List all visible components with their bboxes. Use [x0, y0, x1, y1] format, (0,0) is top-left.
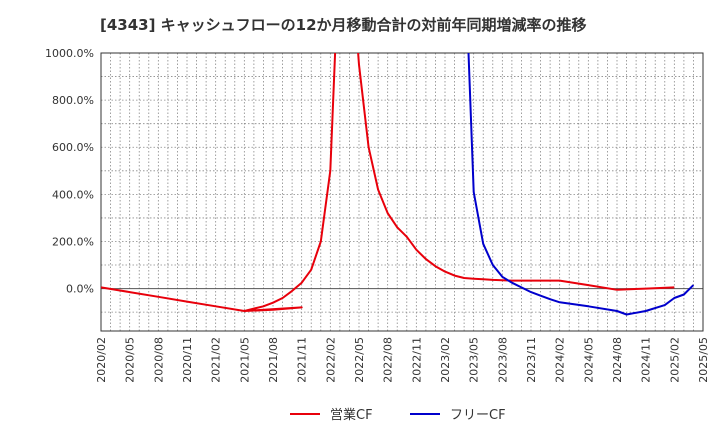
x-tick-label: 2020/08	[152, 337, 165, 383]
x-tick-label: 2023/08	[496, 337, 509, 383]
x-tick-label: 2020/02	[95, 337, 108, 383]
x-tick-label: 2025/02	[668, 337, 681, 383]
y-tick-label: 600.0%	[52, 141, 94, 154]
x-tick-label: 2023/11	[525, 337, 538, 383]
x-tick-label: 2022/02	[324, 337, 337, 383]
series-line	[467, 53, 695, 316]
x-tick-label: 2020/05	[124, 337, 137, 383]
y-tick-label: 400.0%	[52, 188, 94, 201]
x-tick-label: 2024/11	[640, 337, 653, 383]
plot-frame	[100, 52, 704, 332]
y-tick-label: 200.0%	[52, 235, 94, 248]
x-tick-label: 2023/05	[468, 337, 481, 383]
series-line	[101, 53, 337, 312]
x-tick-label: 2024/02	[554, 337, 567, 383]
x-tick-label: 2024/05	[582, 337, 595, 383]
x-tick-label: 2022/05	[353, 337, 366, 383]
x-tick-label: 2021/11	[296, 337, 309, 383]
x-tick-label: 2024/08	[611, 337, 624, 383]
x-tick-label: 2023/02	[439, 337, 452, 383]
x-tick-label: 2022/08	[382, 337, 395, 383]
y-tick-label: 1000.0%	[45, 47, 94, 60]
legend-label: フリーCF	[450, 408, 506, 423]
y-tick-label: 800.0%	[52, 94, 94, 107]
x-tick-label: 2021/05	[238, 337, 251, 383]
y-tick-label: 0.0%	[66, 283, 94, 296]
x-tick-label: 2021/08	[267, 337, 280, 383]
x-tick-label: 2021/02	[210, 337, 223, 383]
x-tick-label: 2022/11	[410, 337, 423, 383]
legend-label: 営業CF	[330, 407, 373, 423]
x-tick-label: 2020/11	[181, 337, 194, 383]
series-line	[357, 53, 675, 291]
chart-title: [4343] キャッシュフローの12か月移動合計の対前年同期増減率の推移	[100, 16, 587, 34]
x-tick-label: 2025/05	[697, 337, 710, 383]
